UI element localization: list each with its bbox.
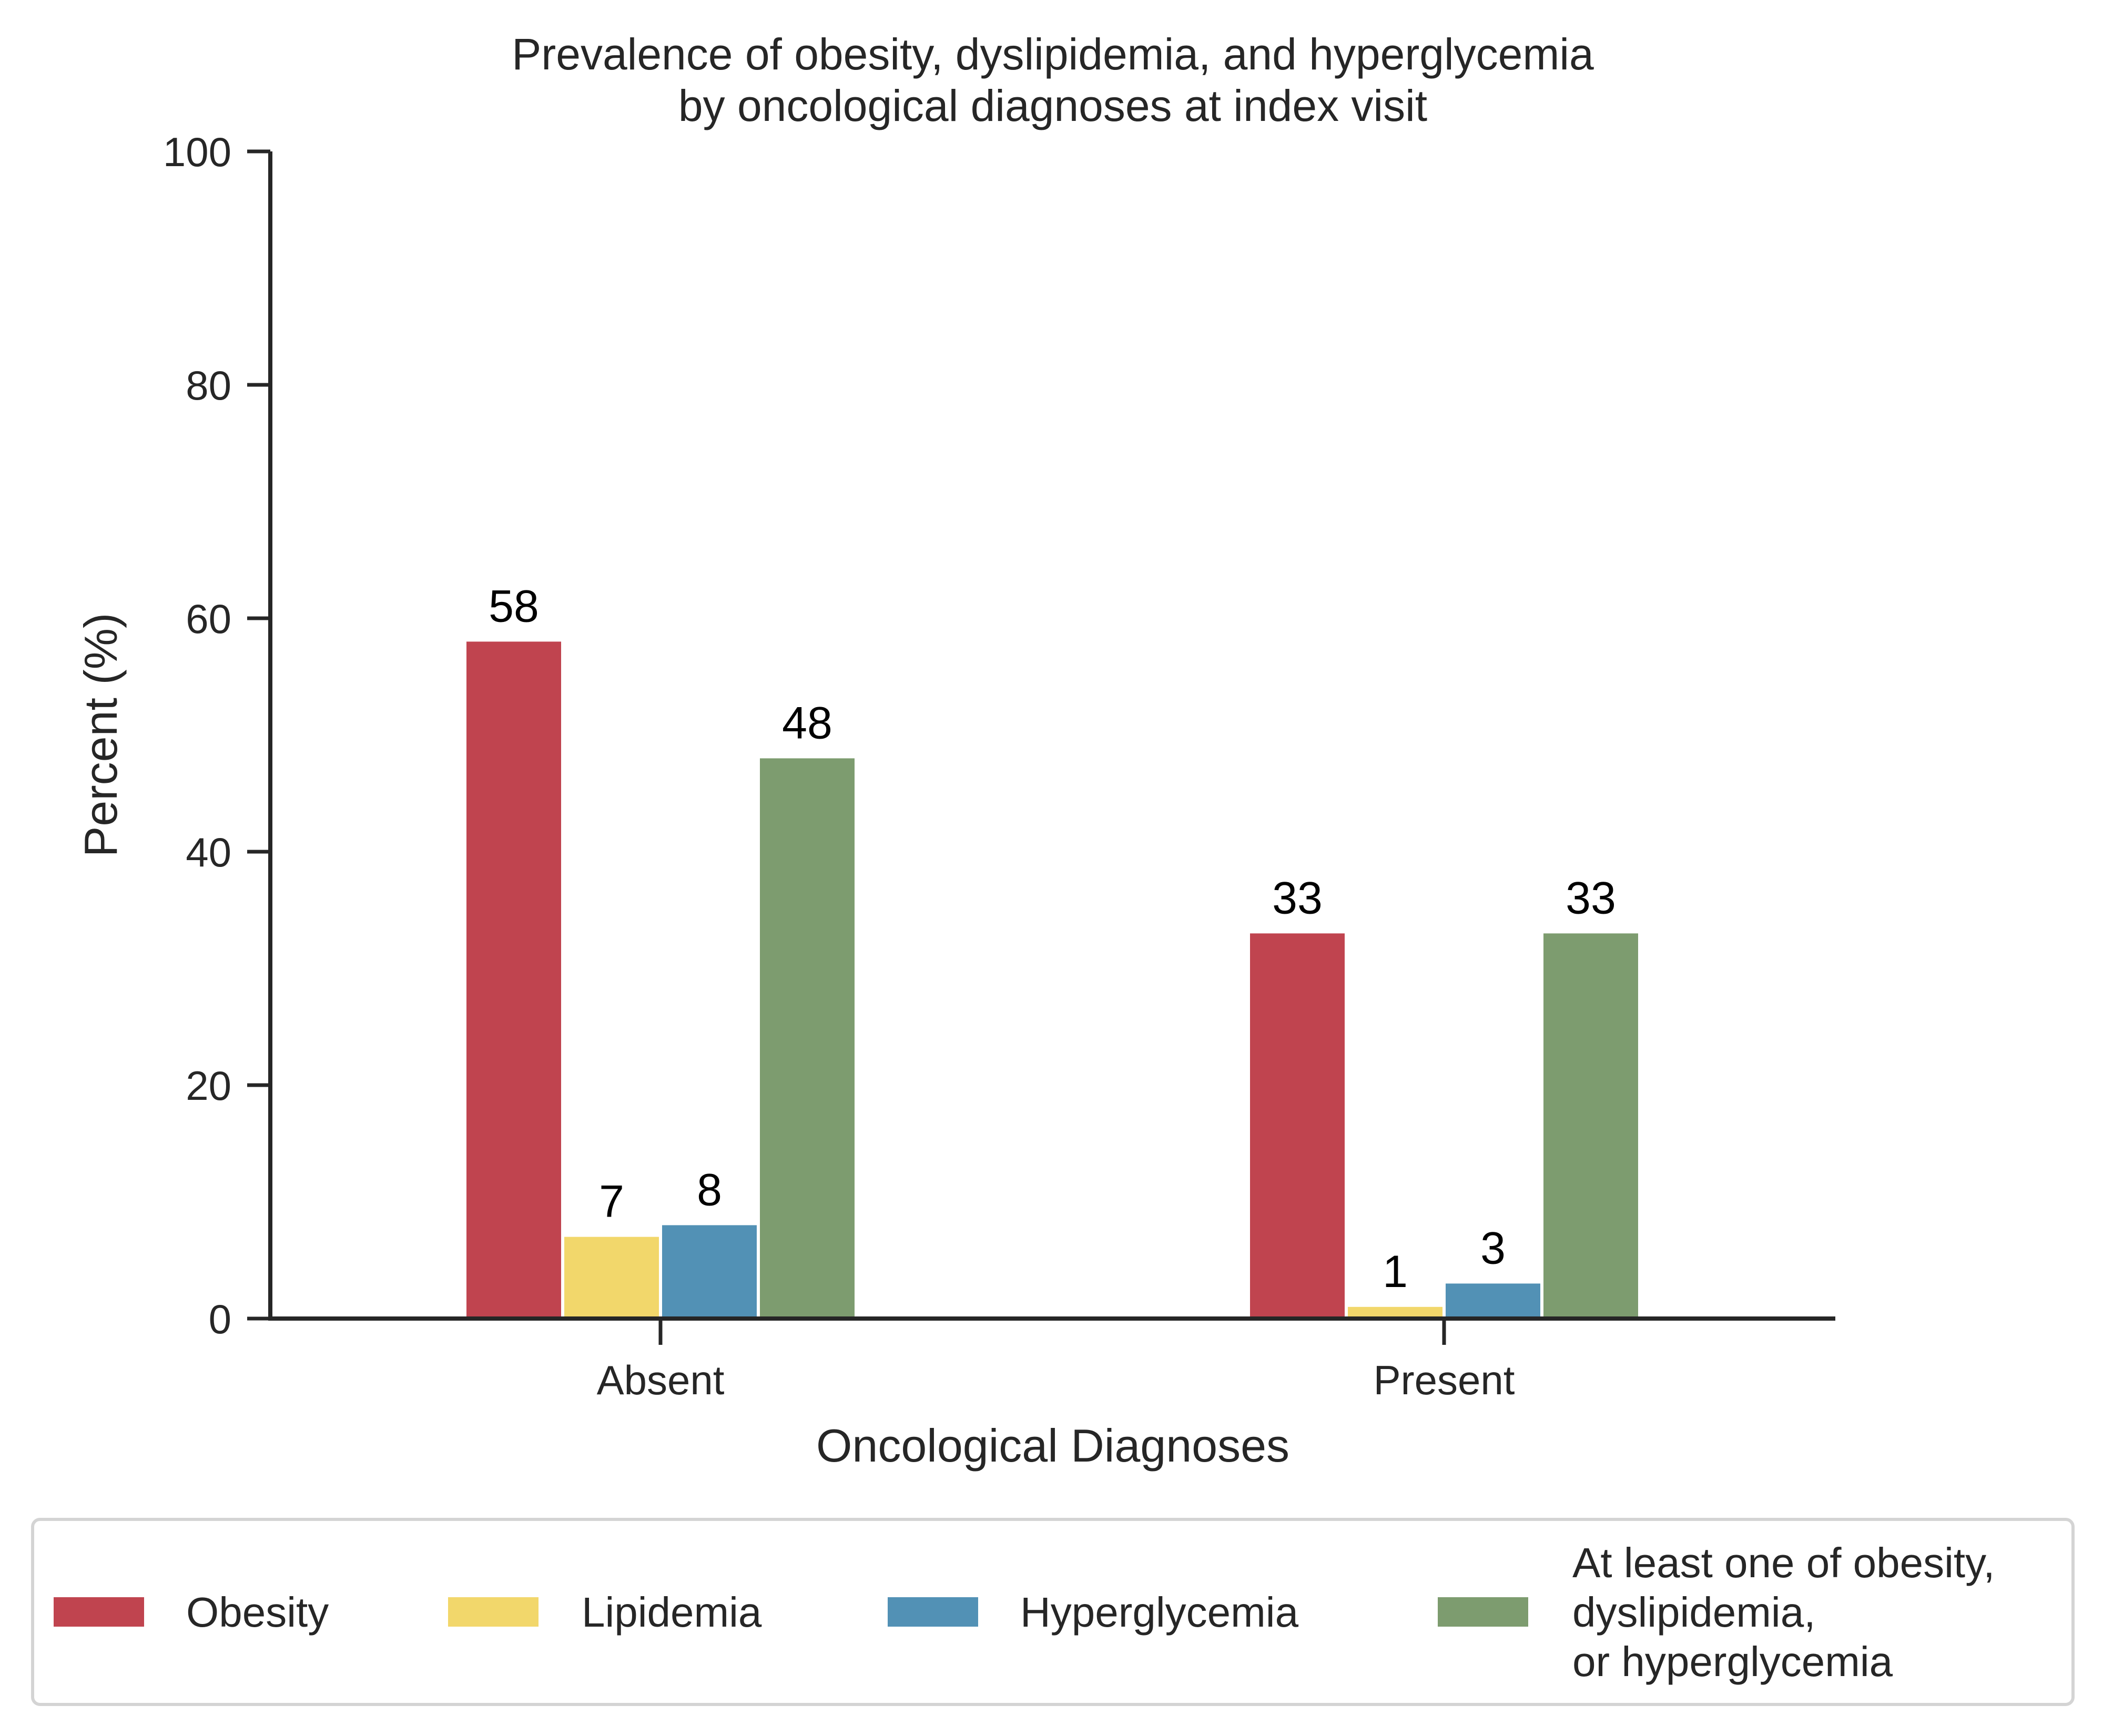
legend-label-4-line-1: At least one of obesity,: [1572, 1539, 1995, 1586]
legend-frame: [31, 1518, 2075, 1706]
data-label-present-series-3: 3: [1480, 1223, 1506, 1273]
data-labels: 58 33 7 1 8 3 48 33: [489, 581, 1616, 1296]
legend-label-1: Obesity: [186, 1589, 329, 1636]
legend-label-4-line-2: dyslipidemia,: [1572, 1589, 1815, 1636]
legend: Obesity Lipidemia Hyperglycemia At least on…: [31, 1518, 2075, 1706]
y-tick-label-60: 60: [186, 596, 231, 642]
legend-swatch-1: [54, 1597, 144, 1627]
data-label-absent-series-2: 7: [599, 1177, 624, 1227]
bar-present-series-2: [1348, 1306, 1442, 1319]
data-label-absent-series-1: 58: [489, 581, 539, 631]
bar-present-series-3: [1446, 1283, 1540, 1319]
y-ticks: 0 20 40 60 80 100: [163, 129, 270, 1342]
data-label-absent-series-4: 48: [782, 698, 832, 748]
data-label-present-series-4: 33: [1566, 873, 1616, 923]
legend-swatch-2: [448, 1597, 539, 1627]
chart-title-line-2: by oncological diagnoses at index visit: [678, 81, 1427, 130]
y-tick-label-100: 100: [163, 129, 231, 175]
legend-label-2: Lipidemia: [582, 1589, 762, 1636]
x-axis-label: Oncological Diagnoses: [816, 1420, 1289, 1472]
legend-label-3: Hyperglycemia: [1020, 1589, 1299, 1636]
bar-absent-series-3: [662, 1225, 757, 1319]
bar-present-series-4: [1543, 933, 1638, 1319]
legend-label-4-line-3: or hyperglycemia: [1572, 1638, 1893, 1685]
y-tick-label-40: 40: [186, 829, 231, 875]
chart-title: Prevalence of obesity, dyslipidemia, and…: [512, 29, 1594, 130]
data-label-present-series-2: 1: [1383, 1247, 1408, 1297]
x-tick-label-present: Present: [1374, 1357, 1515, 1403]
bar-present-series-1: [1250, 933, 1345, 1319]
legend-swatch-3: [888, 1597, 978, 1627]
bar-absent-series-1: [466, 641, 561, 1319]
data-label-present-series-1: 33: [1272, 873, 1323, 923]
legend-items: Obesity Lipidemia Hyperglycemia At least on…: [54, 1539, 1995, 1685]
x-ticks: Absent Present: [597, 1319, 1515, 1403]
legend-swatch-4: [1438, 1597, 1528, 1627]
y-tick-label-80: 80: [186, 362, 231, 409]
y-axis-label: Percent (%): [75, 613, 127, 857]
y-tick-label-0: 0: [209, 1296, 231, 1342]
x-tick-label-absent: Absent: [597, 1357, 725, 1403]
bars: [466, 641, 1638, 1319]
bar-absent-series-2: [564, 1237, 659, 1319]
chart-title-line-1: Prevalence of obesity, dyslipidemia, and…: [512, 29, 1594, 79]
y-tick-label-20: 20: [186, 1063, 231, 1109]
axes: [268, 151, 1835, 1321]
bar-absent-series-4: [760, 758, 855, 1319]
data-label-absent-series-3: 8: [697, 1165, 722, 1215]
